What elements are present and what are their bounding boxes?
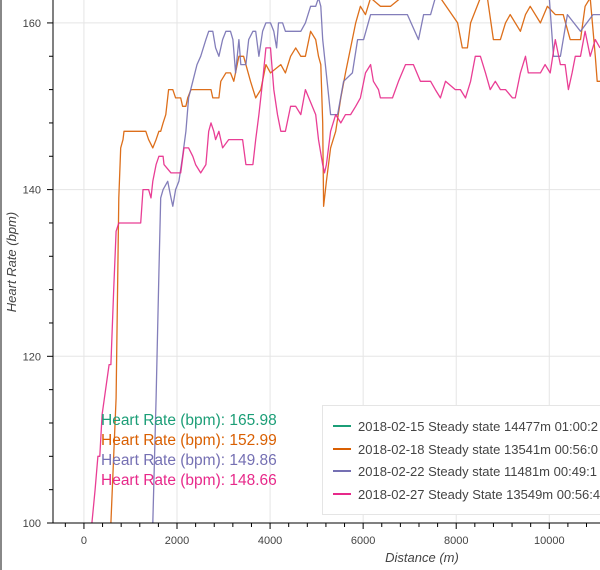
legend-swatch xyxy=(333,470,351,472)
series-line xyxy=(152,0,600,523)
x-tick-label: 10000 xyxy=(534,535,565,547)
y-tick-label: 100 xyxy=(23,518,41,530)
x-tick-label: 8000 xyxy=(444,535,468,547)
series-line xyxy=(110,0,600,523)
axes: 0 2000 4000 6000 8000 10000 100 120 140 160 xyxy=(23,0,600,547)
legend-swatch xyxy=(333,493,351,495)
x-tick-label: 0 xyxy=(81,535,87,547)
legend-swatch xyxy=(333,425,351,427)
x-tick-label: 2000 xyxy=(165,535,189,547)
x-tick-label: 6000 xyxy=(351,535,375,547)
series-lines xyxy=(91,0,600,523)
legend-item[interactable]: 2018-02-15 Steady state 14477m 01:00:2 xyxy=(333,415,598,437)
series-line xyxy=(91,30,600,523)
annotation-label: Heart Rate (bpm): 149.86 xyxy=(101,452,277,469)
x-axis-label: Distance (m) xyxy=(385,550,459,565)
x-tick-label: 4000 xyxy=(258,535,282,547)
y-axis-label: Heart Rate (bpm) xyxy=(4,212,19,312)
legend-swatch xyxy=(333,448,351,450)
annotation-label: Heart Rate (bpm): 148.66 xyxy=(101,472,277,489)
legend-label: 2018-02-15 Steady state 14477m 01:00:2 xyxy=(358,418,598,434)
legend-item[interactable]: 2018-02-27 Steady State 13549m 00:56:4 xyxy=(333,483,600,505)
legend-item[interactable]: 2018-02-22 Steady state 11481m 00:49:1 xyxy=(333,460,597,482)
y-tick-label: 160 xyxy=(23,18,41,30)
y-tick-label: 140 xyxy=(23,185,41,197)
legend-label: 2018-02-22 Steady state 11481m 00:49:1 xyxy=(358,463,597,479)
legend: 2018-02-15 Steady state 14477m 01:00:2 2… xyxy=(322,405,600,515)
legend-label: 2018-02-18 Steady state 13541m 00:56:0 xyxy=(358,441,598,457)
y-tick-label: 120 xyxy=(23,351,41,363)
legend-label: 2018-02-27 Steady State 13549m 00:56:4 xyxy=(358,486,600,502)
legend-item[interactable]: 2018-02-18 Steady state 13541m 00:56:0 xyxy=(333,438,598,460)
window-border xyxy=(0,0,2,570)
annotation-label: Heart Rate (bpm): 165.98 xyxy=(101,412,277,429)
annotation-label: Heart Rate (bpm): 152.99 xyxy=(101,432,277,449)
